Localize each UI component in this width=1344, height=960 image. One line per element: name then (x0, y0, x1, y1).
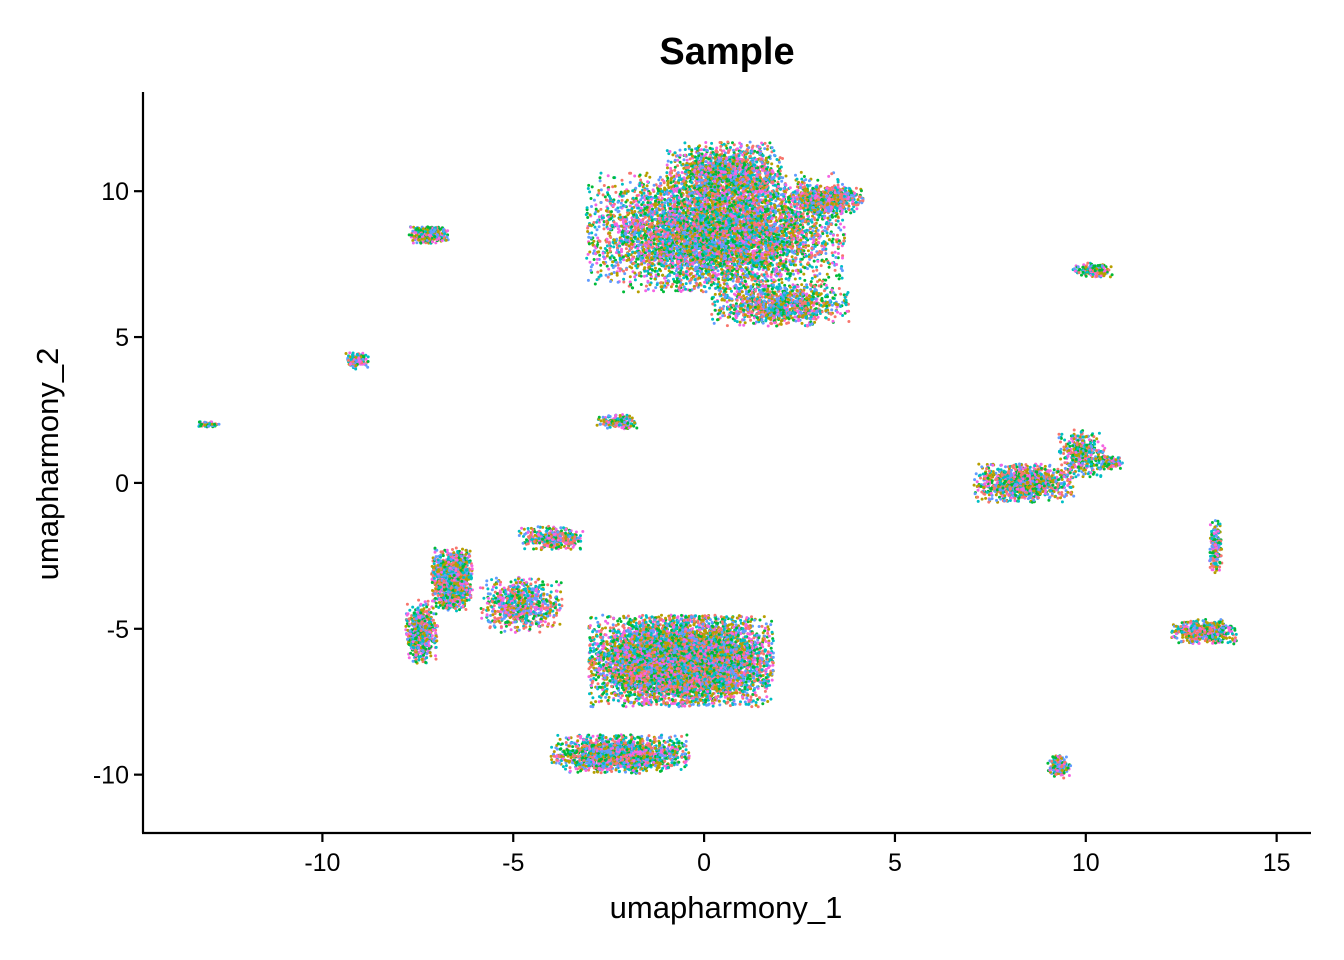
data-point (504, 624, 508, 628)
data-point (585, 256, 589, 260)
data-point (1101, 444, 1105, 448)
data-point (654, 266, 657, 270)
data-point (1103, 446, 1107, 450)
data-point (1060, 432, 1064, 436)
data-point (769, 275, 773, 279)
data-point (802, 175, 806, 178)
data-point (676, 164, 680, 168)
data-point (1062, 776, 1066, 780)
data-point (608, 629, 612, 633)
data-point (559, 590, 563, 594)
data-point (673, 734, 677, 738)
data-point (552, 613, 556, 617)
data-point (804, 241, 808, 244)
data-point (571, 745, 575, 749)
data-point (559, 581, 563, 585)
data-point (564, 764, 568, 768)
data-point (654, 286, 658, 290)
data-point (824, 252, 828, 255)
data-point (606, 174, 610, 178)
data-point (587, 183, 591, 187)
data-point (672, 277, 675, 281)
data-point (576, 770, 580, 774)
data-point (605, 264, 609, 268)
data-point (839, 292, 843, 296)
data-point (1118, 466, 1122, 470)
data-point (543, 620, 547, 624)
data-point (780, 277, 784, 281)
data-point (622, 258, 626, 262)
data-point (552, 750, 556, 754)
data-points-layer (197, 140, 1238, 780)
data-point (482, 596, 486, 600)
data-point (739, 618, 743, 622)
data-point (599, 246, 603, 250)
data-point (615, 246, 619, 250)
data-point (592, 258, 596, 261)
data-point (344, 352, 348, 355)
data-point (816, 178, 820, 182)
data-point (513, 578, 517, 582)
data-point (622, 290, 626, 294)
data-point (609, 280, 613, 283)
data-point (607, 695, 611, 699)
data-point (619, 620, 623, 623)
data-point (815, 268, 819, 272)
data-point (1088, 475, 1092, 479)
data-point (603, 195, 607, 199)
data-point (622, 277, 626, 281)
data-point (704, 145, 708, 149)
data-point (1059, 457, 1063, 461)
data-point (1062, 452, 1066, 455)
data-point (667, 736, 671, 740)
data-point (669, 285, 673, 289)
data-point (517, 628, 521, 632)
data-point (738, 323, 742, 327)
data-point (605, 249, 609, 252)
data-point (417, 658, 421, 662)
data-point (824, 316, 828, 320)
data-point (645, 184, 649, 188)
data-point (552, 621, 556, 625)
data-point (974, 472, 978, 476)
data-point (765, 695, 769, 699)
data-point (411, 605, 415, 609)
data-point (1056, 496, 1060, 500)
data-point (711, 704, 715, 708)
chart-title: Sample (659, 31, 794, 73)
data-point (429, 654, 433, 658)
data-point (651, 268, 654, 272)
data-point (605, 673, 609, 677)
data-point (746, 632, 750, 636)
data-point (612, 698, 616, 702)
data-point (579, 539, 583, 543)
data-point (597, 225, 601, 229)
data-point (569, 741, 573, 745)
data-point (691, 702, 695, 706)
data-point (586, 216, 590, 219)
data-point (781, 176, 785, 180)
data-point (855, 207, 859, 211)
data-point (665, 171, 669, 175)
data-point (704, 141, 708, 144)
data-point (717, 699, 721, 703)
data-point (468, 549, 472, 553)
data-point (549, 605, 553, 609)
data-point (589, 670, 593, 673)
data-point (1047, 498, 1051, 502)
data-point (839, 222, 842, 226)
data-point (757, 625, 761, 628)
data-point (665, 149, 669, 153)
data-point (828, 215, 832, 218)
data-point (673, 168, 677, 172)
